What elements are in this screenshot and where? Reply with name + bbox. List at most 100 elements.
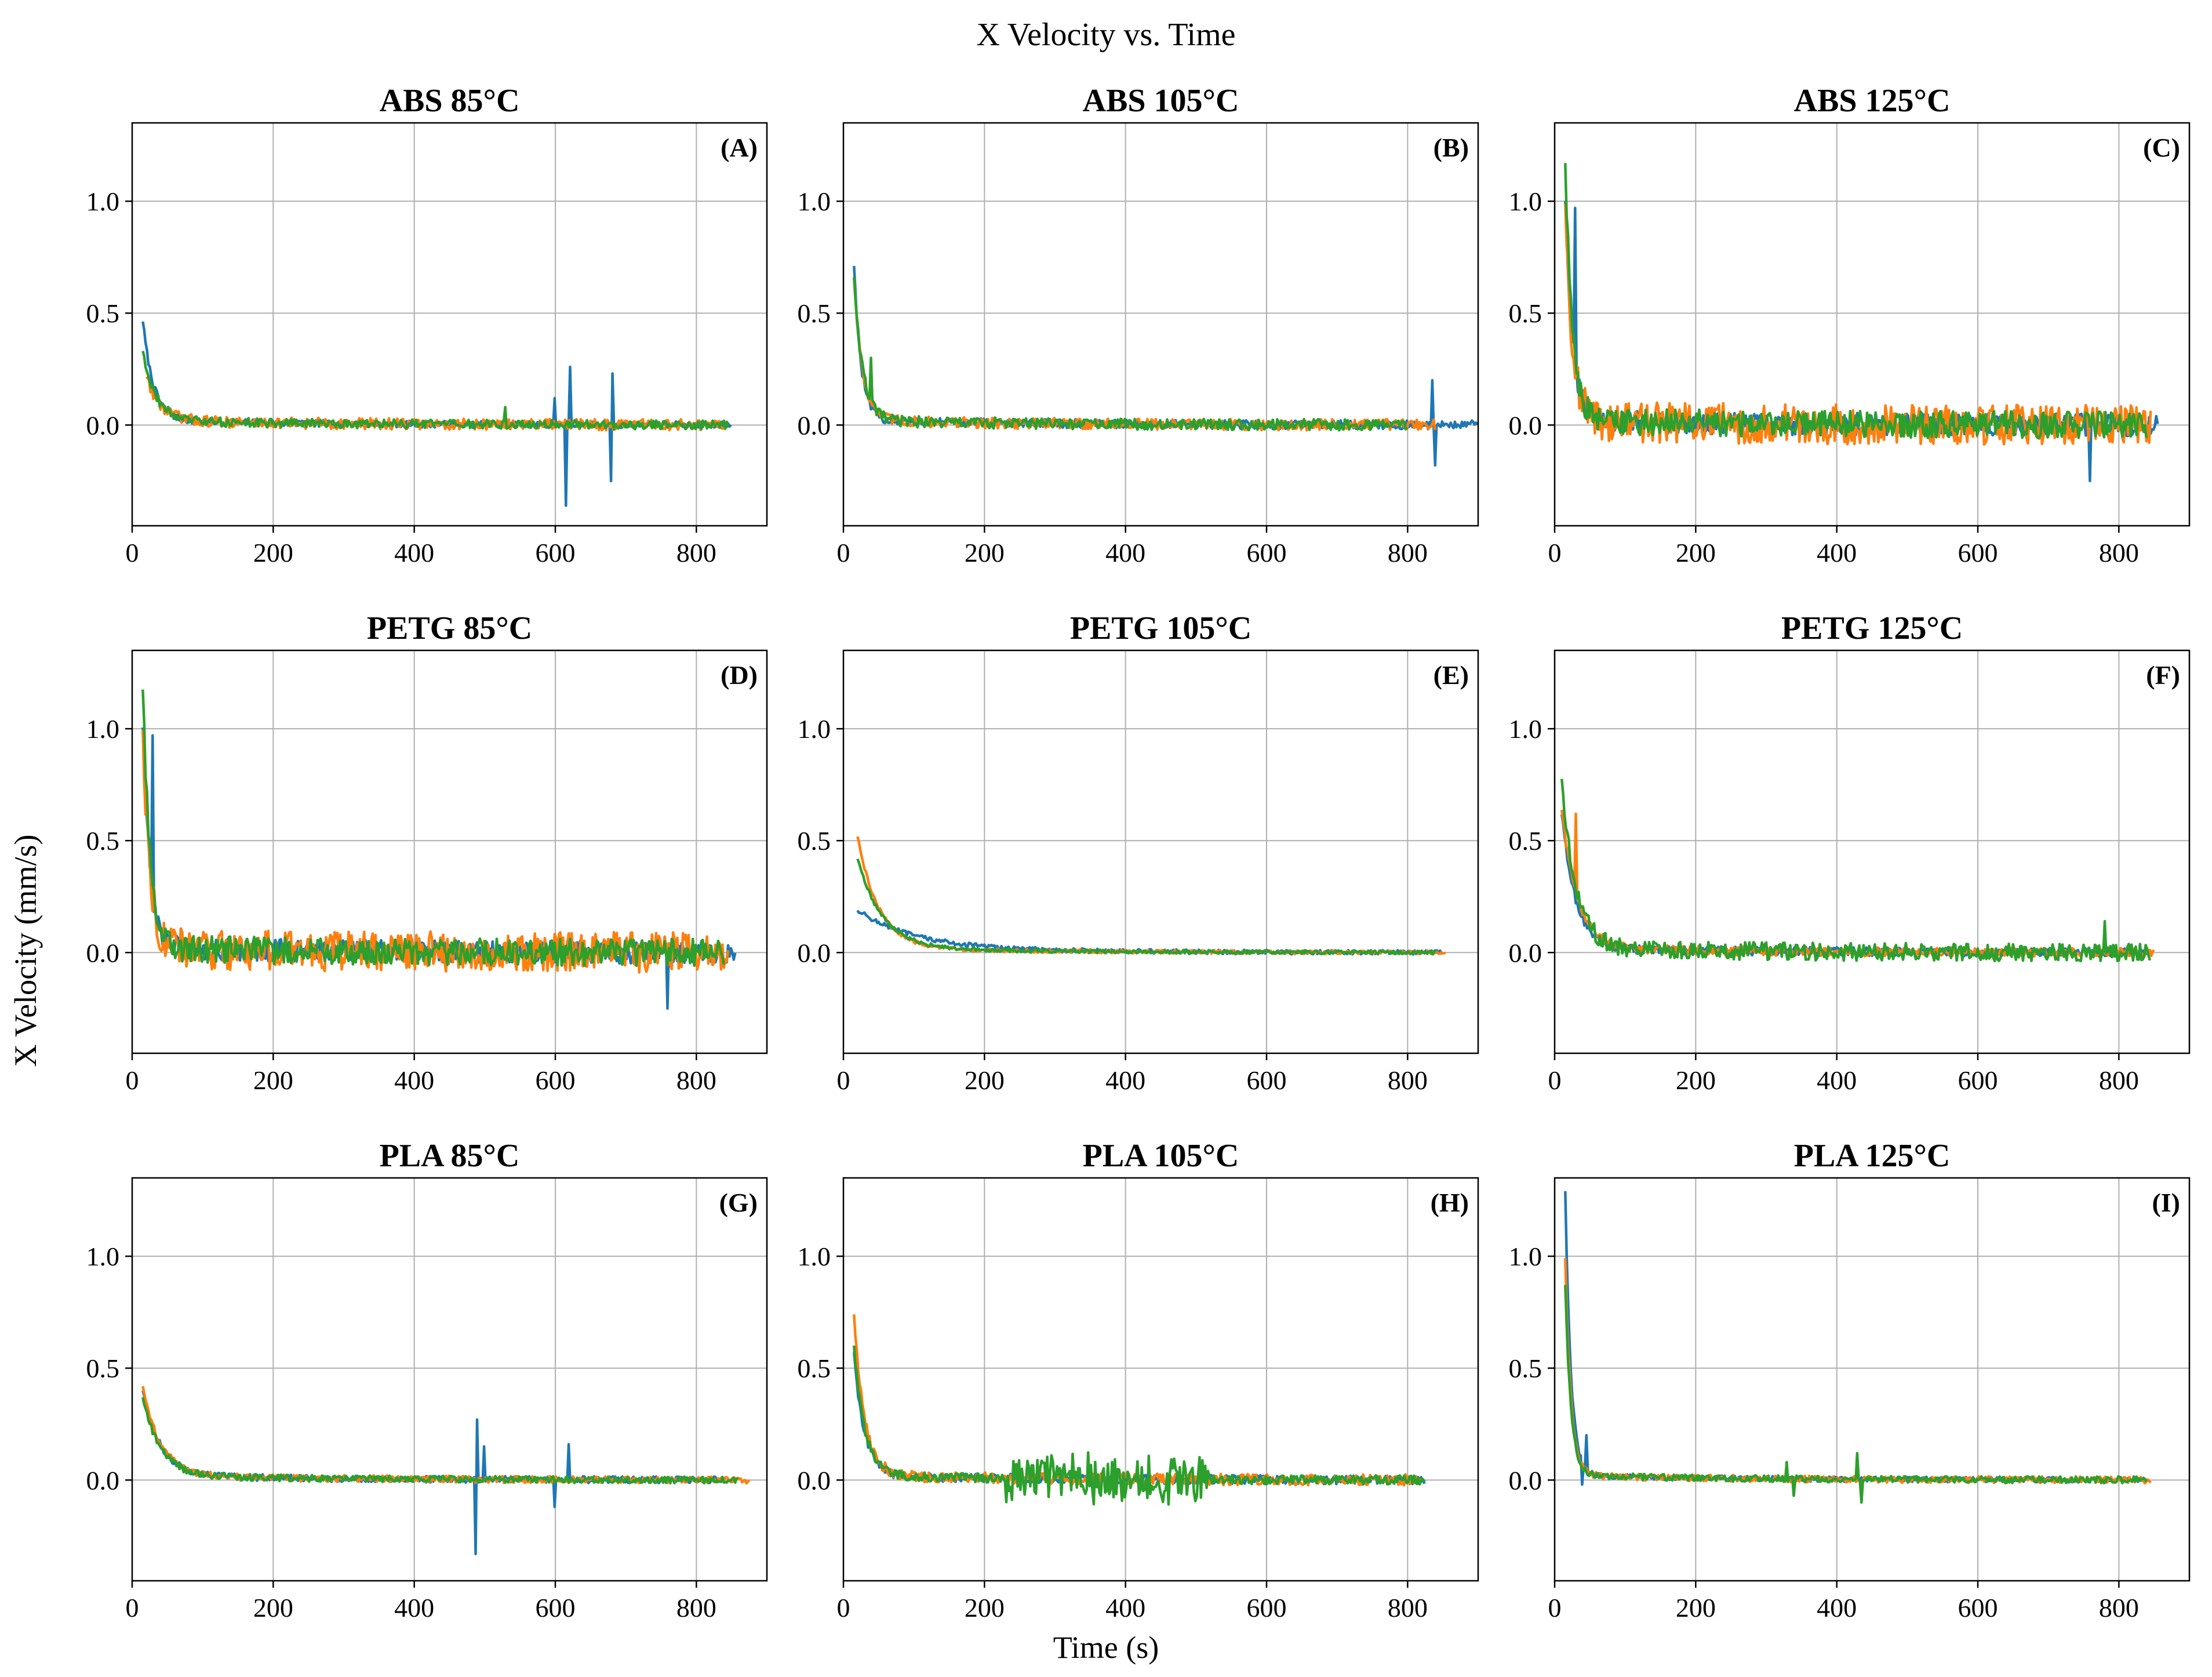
x-tick-label: 800: [2099, 1065, 2139, 1095]
subplot-title: ABS 125°C: [1794, 83, 1951, 119]
series-line-1: [141, 1390, 725, 1555]
subplot-label: (G): [719, 1188, 758, 1217]
y-tick-label: 0.5: [86, 1354, 120, 1383]
x-tick-label: 600: [536, 1065, 576, 1095]
x-tick-label: 600: [1247, 1065, 1287, 1095]
x-tick-label: 200: [1676, 1065, 1716, 1095]
x-tick-label: 0: [126, 538, 139, 568]
series-line-1: [1560, 814, 2148, 958]
subplot-a: 0 200 400 600 800 0.0 0.5 1.0 ABS 85°C (A): [86, 83, 768, 568]
x-tick-label: 400: [394, 1593, 434, 1623]
subplot-title: ABS 105°C: [1083, 83, 1239, 119]
y-tick-label: 0.0: [86, 938, 120, 967]
x-tick-label: 200: [965, 538, 1005, 568]
x-tick-label: 400: [1105, 1065, 1145, 1095]
x-tick-label: 400: [394, 1065, 434, 1095]
subplot-d: 0 200 400 600 800 0.0 0.5 1.0 PETG 85°C (D): [86, 610, 768, 1095]
y-tick-label: 1.0: [86, 187, 120, 216]
subplot-label: (B): [1434, 133, 1469, 162]
subplot-grid: 0 200 400 600 800 0.0 0.5 1.0 ABS 85°C (A) 0 200 400…: [86, 83, 2191, 1623]
x-tick-label: 200: [253, 538, 293, 568]
x-tick-label: 400: [1817, 538, 1857, 568]
subplot-label: (D): [721, 660, 758, 690]
x-tick-label: 400: [1817, 1593, 1857, 1623]
series-line-2: [853, 1314, 1422, 1487]
x-tick-label: 800: [676, 1593, 716, 1623]
series-line-2: [856, 836, 1446, 956]
x-tick-label: 200: [965, 1065, 1005, 1095]
x-tick-label: 800: [1388, 1065, 1428, 1095]
subplot-label: (F): [2146, 660, 2180, 690]
subplot-title: PLA 85°C: [380, 1138, 520, 1174]
y-tick-label: 0.0: [798, 1465, 831, 1495]
y-tick-label: 1.0: [798, 1242, 831, 1271]
plot-frame: [842, 1177, 1479, 1582]
y-tick-label: 0.0: [86, 410, 120, 440]
subplot-label: (H): [1431, 1188, 1469, 1217]
y-tick-label: 0.0: [798, 938, 831, 967]
series-line-3: [141, 1397, 739, 1485]
x-tick-label: 400: [1105, 1593, 1145, 1623]
series-line-3: [856, 858, 1437, 956]
y-tick-label: 1.0: [798, 714, 831, 744]
x-tick-label: 0: [1548, 1065, 1562, 1095]
x-tick-label: 600: [536, 1593, 576, 1623]
subplot-e: 0 200 400 600 800 0.0 0.5 1.0 PETG 105°C (E): [798, 610, 1479, 1095]
x-tick-label: 800: [1388, 1593, 1428, 1623]
x-tick-label: 600: [1958, 1593, 1998, 1623]
y-tick-label: 1.0: [1509, 714, 1542, 744]
y-tick-label: 0.0: [1509, 410, 1542, 440]
subplot-title: PETG 85°C: [367, 610, 532, 646]
x-tick-label: 600: [1958, 1065, 1998, 1095]
series-line-3: [1560, 779, 2152, 963]
plot-frame: [842, 649, 1479, 1054]
series-line-2: [1560, 809, 2155, 958]
y-tick-label: 0.5: [86, 826, 120, 856]
series-line-3: [141, 689, 726, 967]
series-line-1: [1564, 1191, 2146, 1486]
subplot-title: PLA 125°C: [1794, 1138, 1951, 1174]
plot-frame: [131, 122, 768, 527]
x-tick-label: 800: [676, 1065, 716, 1095]
x-tick-label: 400: [394, 538, 434, 568]
subplot-b: 0 200 400 600 800 0.0 0.5 1.0 ABS 105°C (B): [798, 83, 1479, 568]
subplot-title: PETG 125°C: [1781, 610, 1963, 646]
x-tick-label: 400: [1105, 538, 1145, 568]
subplot-f: 0 200 400 600 800 0.0 0.5 1.0 PETG 125°C (F): [1509, 610, 2191, 1095]
series-line-2: [141, 729, 730, 974]
subplot-title: ABS 85°C: [380, 83, 520, 119]
figure-xlabel: Time (s): [1053, 1630, 1159, 1665]
y-tick-label: 1.0: [86, 714, 120, 744]
x-tick-label: 0: [1548, 1593, 1562, 1623]
y-tick-label: 0.0: [798, 410, 831, 440]
subplot-label: (C): [2143, 133, 2180, 162]
x-tick-label: 800: [1388, 538, 1428, 568]
y-tick-label: 0.5: [798, 826, 831, 856]
x-tick-label: 600: [536, 538, 576, 568]
x-tick-label: 0: [126, 1593, 139, 1623]
series-line-3: [853, 1345, 1426, 1506]
y-tick-label: 0.5: [1509, 826, 1542, 856]
figure-suptitle: X Velocity vs. Time: [976, 17, 1235, 53]
y-tick-label: 0.0: [1509, 1465, 1542, 1495]
series-line-1: [141, 321, 732, 507]
y-tick-label: 0.5: [1509, 1354, 1542, 1383]
x-tick-label: 200: [253, 1065, 293, 1095]
series-line-1: [853, 265, 1478, 467]
plot-frame: [1554, 649, 2191, 1054]
x-tick-label: 200: [965, 1593, 1005, 1623]
figure-ylabel: X Velocity (mm/s): [8, 835, 43, 1067]
series-line-3: [1564, 163, 2148, 439]
y-tick-label: 1.0: [1509, 1242, 1542, 1271]
series-line-3: [853, 277, 1408, 432]
y-tick-label: 1.0: [1509, 187, 1542, 216]
series-line-2: [1564, 203, 2152, 446]
x-tick-label: 800: [2099, 538, 2139, 568]
plot-frame: [842, 122, 1479, 527]
series-line-3: [141, 351, 730, 431]
subplot-title: PETG 105°C: [1070, 610, 1251, 646]
x-tick-label: 0: [837, 1593, 850, 1623]
subplot-h: 0 200 400 600 800 0.0 0.5 1.0 PLA 105°C (H): [798, 1138, 1479, 1623]
plot-frame: [131, 649, 768, 1054]
